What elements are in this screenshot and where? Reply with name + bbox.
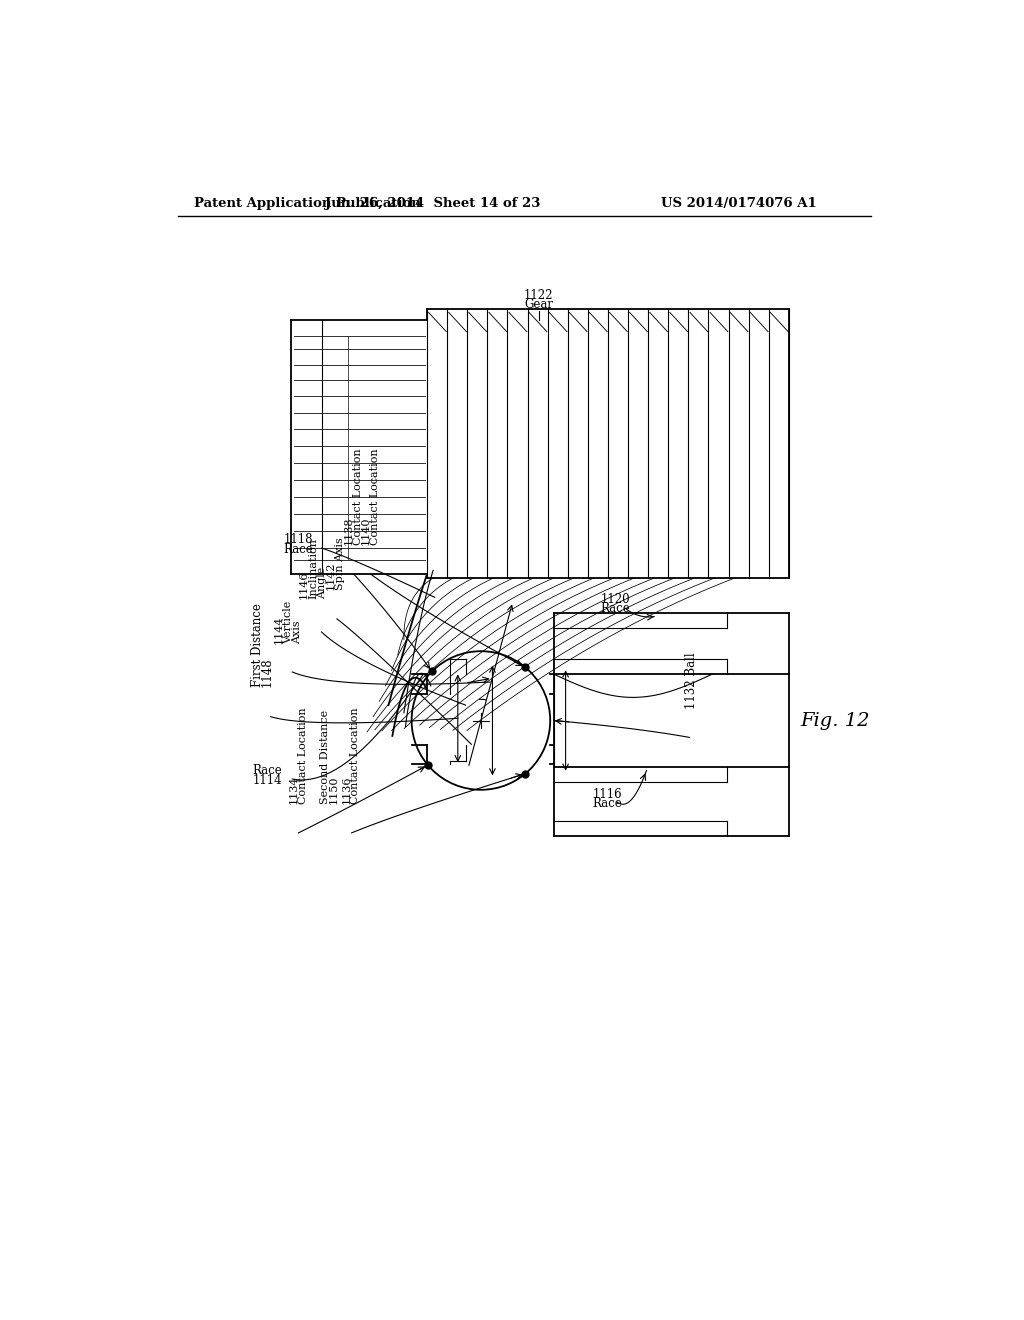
Text: 1120: 1120 — [600, 593, 630, 606]
Text: Contact Location: Contact Location — [350, 708, 360, 804]
Text: 1150: 1150 — [329, 775, 339, 804]
Text: Second Distance: Second Distance — [319, 710, 330, 804]
Text: 1122: 1122 — [524, 289, 553, 301]
Text: 1144: 1144 — [273, 615, 284, 644]
Text: Spin Axis: Spin Axis — [335, 537, 345, 590]
Text: Fig. 12: Fig. 12 — [801, 711, 870, 730]
Text: Axis: Axis — [292, 620, 302, 644]
Text: Inclination: Inclination — [308, 537, 318, 599]
Text: Race: Race — [284, 543, 313, 556]
Text: 1116: 1116 — [593, 788, 623, 800]
Text: Race: Race — [593, 797, 623, 809]
Text: Patent Application Publication: Patent Application Publication — [194, 197, 421, 210]
Text: Contact Location: Contact Location — [298, 708, 308, 804]
Text: Gear: Gear — [524, 298, 553, 310]
Text: 1148: 1148 — [260, 657, 273, 686]
Text: 1132 Ball: 1132 Ball — [685, 652, 697, 709]
Text: Contact Location: Contact Location — [352, 449, 362, 545]
Text: 1146: 1146 — [299, 570, 309, 599]
Text: Jun. 26, 2014  Sheet 14 of 23: Jun. 26, 2014 Sheet 14 of 23 — [325, 197, 540, 210]
Text: 1114: 1114 — [253, 774, 283, 787]
Text: 1136: 1136 — [341, 775, 351, 804]
Text: US 2014/0174076 A1: US 2014/0174076 A1 — [660, 197, 817, 210]
Text: 1142: 1142 — [326, 561, 336, 590]
Text: Angle: Angle — [317, 566, 328, 599]
Text: Verticle: Verticle — [283, 601, 293, 644]
Text: 1118: 1118 — [284, 533, 313, 546]
Text: Contact Location: Contact Location — [370, 449, 380, 545]
Text: 1138: 1138 — [343, 516, 353, 545]
Text: First Distance: First Distance — [251, 603, 264, 686]
Text: 1134: 1134 — [289, 775, 299, 804]
Text: Race: Race — [253, 764, 283, 777]
Text: 1140: 1140 — [360, 516, 371, 545]
Text: Race: Race — [600, 602, 630, 615]
